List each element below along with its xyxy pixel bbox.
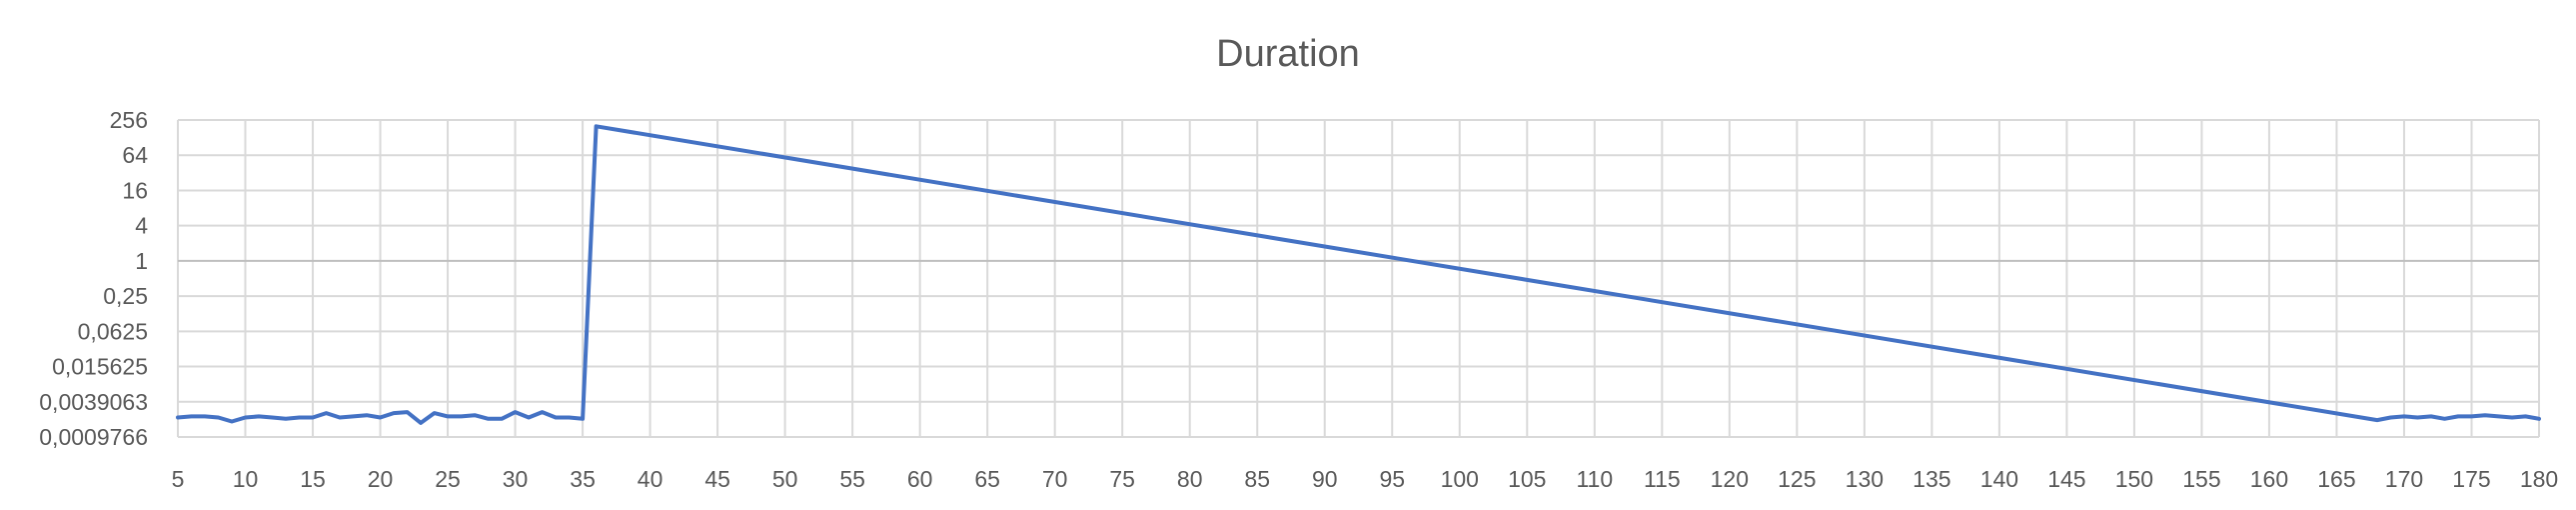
chart-title: Duration [1216, 33, 1360, 75]
x-tick-label: 5 [172, 466, 185, 492]
y-tick-label: 0,015625 [52, 354, 148, 380]
x-tick-label: 155 [2182, 466, 2220, 492]
x-tick-label: 50 [772, 466, 798, 492]
y-tick-label: 0,0039063 [39, 389, 148, 415]
x-tick-label: 80 [1177, 466, 1203, 492]
x-tick-label: 135 [1913, 466, 1950, 492]
x-tick-label: 20 [368, 466, 394, 492]
x-tick-label: 140 [1980, 466, 2018, 492]
x-tick-label: 45 [704, 466, 730, 492]
x-tick-label: 105 [1508, 466, 1546, 492]
x-tick-label: 40 [638, 466, 663, 492]
x-tick-label: 110 [1576, 466, 1613, 492]
x-tick-label: 75 [1109, 466, 1135, 492]
x-tick-label: 145 [2047, 466, 2085, 492]
y-tick-label: 16 [122, 177, 148, 203]
x-tick-label: 100 [1441, 466, 1479, 492]
x-tick-label: 55 [839, 466, 865, 492]
y-tick-label: 0,25 [103, 283, 148, 309]
x-tick-label: 130 [1846, 466, 1884, 492]
x-tick-label: 85 [1244, 466, 1270, 492]
x-tick-label: 120 [1711, 466, 1749, 492]
y-axis-tick-labels: 256 64 16 4 1 0,25 0,0625 0,015625 0,0039063 0,00… [39, 107, 148, 450]
x-tick-label: 95 [1379, 466, 1405, 492]
x-tick-label: 165 [2317, 466, 2355, 492]
x-tick-label: 170 [2385, 466, 2423, 492]
x-tick-label: 160 [2250, 466, 2288, 492]
series-line [176, 124, 2541, 425]
x-tick-label: 30 [503, 466, 529, 492]
x-axis-tick-labels: 5 10 15 20 25 30 35 40 45 50 55 60 65 70 75 80 85 90 95 100… [172, 466, 2559, 492]
gridlines [177, 119, 2540, 438]
x-tick-label: 35 [570, 466, 596, 492]
y-tick-label: 0,0625 [78, 318, 148, 344]
x-tick-label: 90 [1312, 466, 1338, 492]
x-tick-label: 65 [974, 466, 1000, 492]
x-tick-label: 180 [2520, 466, 2558, 492]
x-tick-label: 25 [435, 466, 461, 492]
x-tick-label: 175 [2452, 466, 2490, 492]
x-tick-label: 60 [907, 466, 933, 492]
x-tick-label: 70 [1042, 466, 1068, 492]
series-layer [176, 124, 2541, 425]
x-tick-label: 115 [1644, 466, 1681, 492]
x-tick-label: 150 [2115, 466, 2153, 492]
y-tick-label: 64 [122, 142, 148, 168]
y-tick-label: 4 [135, 213, 148, 239]
y-tick-label: 1 [135, 248, 148, 274]
y-tick-label: 0,0009766 [39, 424, 148, 450]
x-tick-label: 10 [233, 466, 259, 492]
x-tick-label: 125 [1778, 466, 1816, 492]
y-tick-label: 256 [110, 107, 148, 133]
x-tick-label: 15 [300, 466, 326, 492]
